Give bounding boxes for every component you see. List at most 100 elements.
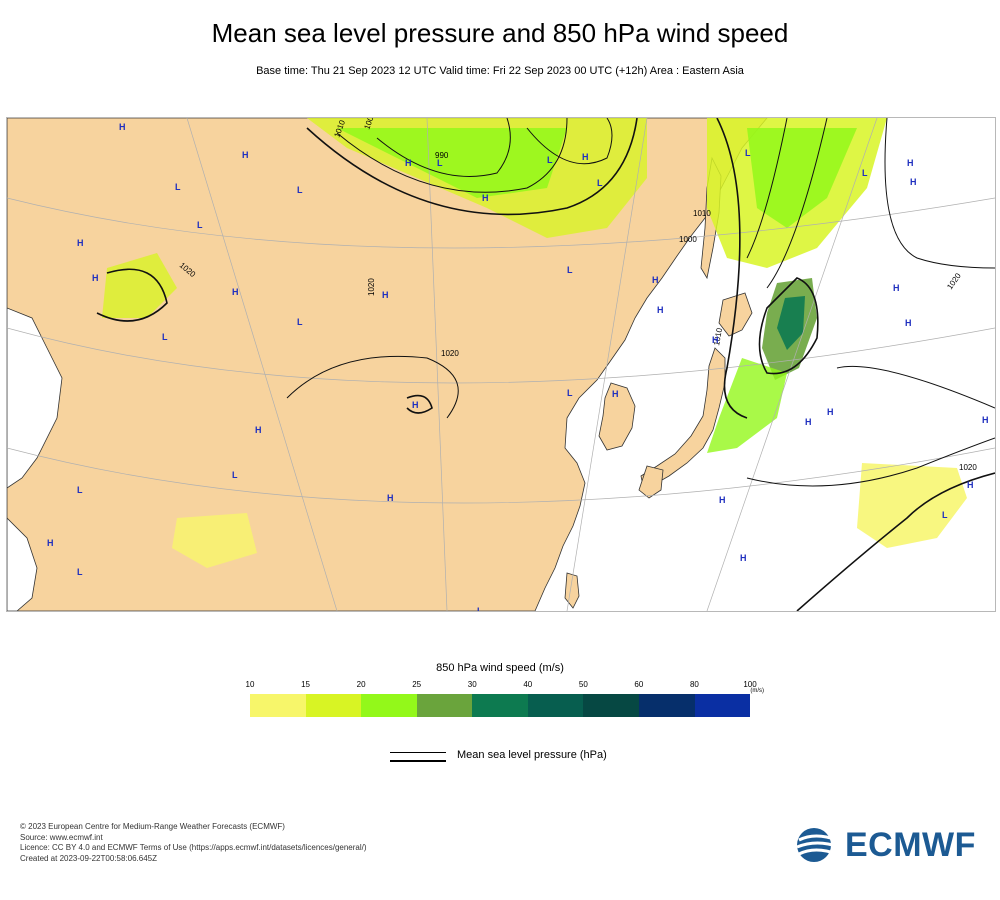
colorbar-swatch [583,694,639,717]
low-pressure-marker: L [232,470,238,480]
sea-southwest [7,517,38,611]
contour-label: 990 [435,151,449,160]
low-pressure-marker: L [547,155,553,165]
credit-copyright: © 2023 European Centre for Medium-Range … [20,822,285,831]
low-pressure-marker: L [862,168,868,178]
colorbar-tick: 20 [356,680,366,689]
chart-title: Mean sea level pressure and 850 hPa wind… [211,18,789,48]
sea-west [7,307,63,489]
low-pressure-marker: L [175,182,181,192]
pressure-systems: H H L H H L L H L L H L H L H H L L H L H H H H L H L H L L H H H H H H H L H H… [47,122,989,611]
colorbar-ticks: (m/s) 10 15 20 25 30 40 50 60 80 100 [246,680,764,694]
high-pressure-marker: H [255,425,262,435]
colorbar-tick: 30 [467,680,477,689]
wind-band-southwest [172,513,257,568]
credits: © 2023 European Centre for Medium-Range … [20,822,367,864]
ecmwf-logo-icon [796,828,840,862]
colorbar-swatch [361,694,417,717]
low-pressure-marker: L [477,606,483,611]
high-pressure-marker: H [405,158,412,168]
colorbar-tick: 15 [301,680,310,689]
low-pressure-marker: L [297,317,303,327]
contour-label: 1020 [367,278,376,296]
mslp-legend-label: Mean sea level pressure (hPa) [457,749,607,761]
high-pressure-marker: H [805,417,812,427]
high-pressure-marker: H [982,415,989,425]
low-pressure-marker: L [567,388,573,398]
colorbar-tick: 40 [523,680,533,689]
high-pressure-marker: H [482,193,489,203]
credit-source: Source: www.ecmwf.int [20,832,103,842]
high-pressure-marker: H [910,177,917,187]
high-pressure-marker: H [119,122,126,132]
low-pressure-marker: L [197,220,203,230]
colorbar-tick: 80 [689,680,699,689]
mslp-line-thick [390,760,446,762]
credit-created: Created at 2023-09-22T00:58:06.645Z [20,853,157,863]
map-panel: 1020 1010 1000 990 1000 1020 1020 1020 1010 1020 1… [6,117,996,612]
wind-band-northeast-core [747,128,857,228]
landmass-korea [598,382,636,451]
landmass-taiwan [564,572,580,609]
colorbar-unit: (m/s) [750,688,764,694]
colorbar-tick: 10 [245,680,255,689]
colorbar-tick: 100 [743,680,757,689]
colorbar-tick: 50 [578,680,588,689]
colorbar-swatch [527,694,584,717]
low-pressure-marker: L [942,510,948,520]
high-pressure-marker: H [712,335,719,345]
wind-band-south [857,463,967,548]
chart-subtitle: Base time: Thu 21 Sep 2023 12 UTC Valid … [256,65,744,77]
low-pressure-marker: L [437,158,443,168]
contour-label: 1010 [693,209,711,218]
low-pressure-marker: L [567,265,573,275]
colorbar: 850 hPa wind speed (m/s) (m/s) 10 15 20 25 3… [246,662,764,717]
colorbar-swatch [305,694,362,717]
mslp-legend-lines [390,750,446,764]
high-pressure-marker: H [382,290,389,300]
high-pressure-marker: H [719,495,726,505]
contour-label: 1020 [441,349,459,358]
contour-label: 1020 [959,463,977,472]
high-pressure-marker: H [387,493,394,503]
high-pressure-marker: H [827,407,834,417]
high-pressure-marker: H [652,275,659,285]
colorbar-tick: 25 [412,680,422,689]
low-pressure-marker: L [77,567,83,577]
ecmwf-logo-text: ECMWF [845,826,976,864]
low-pressure-marker: L [597,178,603,188]
colorbar-swatch [250,694,306,717]
mslp-line-thin [390,752,446,753]
low-pressure-marker: L [297,185,303,195]
high-pressure-marker: H [77,238,84,248]
wind-band-japan [707,358,787,453]
low-pressure-marker: L [162,332,168,342]
contour-label: 1010 [712,327,724,347]
ecmwf-logo: ECMWF [795,826,985,866]
mslp-contours [96,118,995,611]
high-pressure-marker: H [907,158,914,168]
high-pressure-marker: H [582,152,589,162]
mslp-legend: Mean sea level pressure (hPa) [390,748,690,768]
landmass-kyushu [638,465,664,499]
high-pressure-marker: H [893,283,900,293]
high-pressure-marker: H [612,389,619,399]
colorbar-tick: 60 [634,680,644,689]
high-pressure-marker: H [232,287,239,297]
low-pressure-marker: L [77,485,83,495]
colorbar-swatches [250,694,751,717]
high-pressure-marker: H [740,553,747,563]
high-pressure-marker: H [905,318,912,328]
colorbar-swatch [416,694,473,717]
colorbar-swatch [694,694,751,717]
colorbar-swatch [638,694,695,717]
graticule [7,118,995,611]
high-pressure-marker: H [657,305,664,315]
high-pressure-marker: H [242,150,249,160]
high-pressure-marker: H [92,273,99,283]
high-pressure-marker: H [412,400,419,410]
contour-label: 1000 [679,235,697,244]
wind-core-typhoon-inner [777,296,805,350]
credit-licence: Licence: CC BY 4.0 and ECMWF Terms of Us… [20,843,367,852]
